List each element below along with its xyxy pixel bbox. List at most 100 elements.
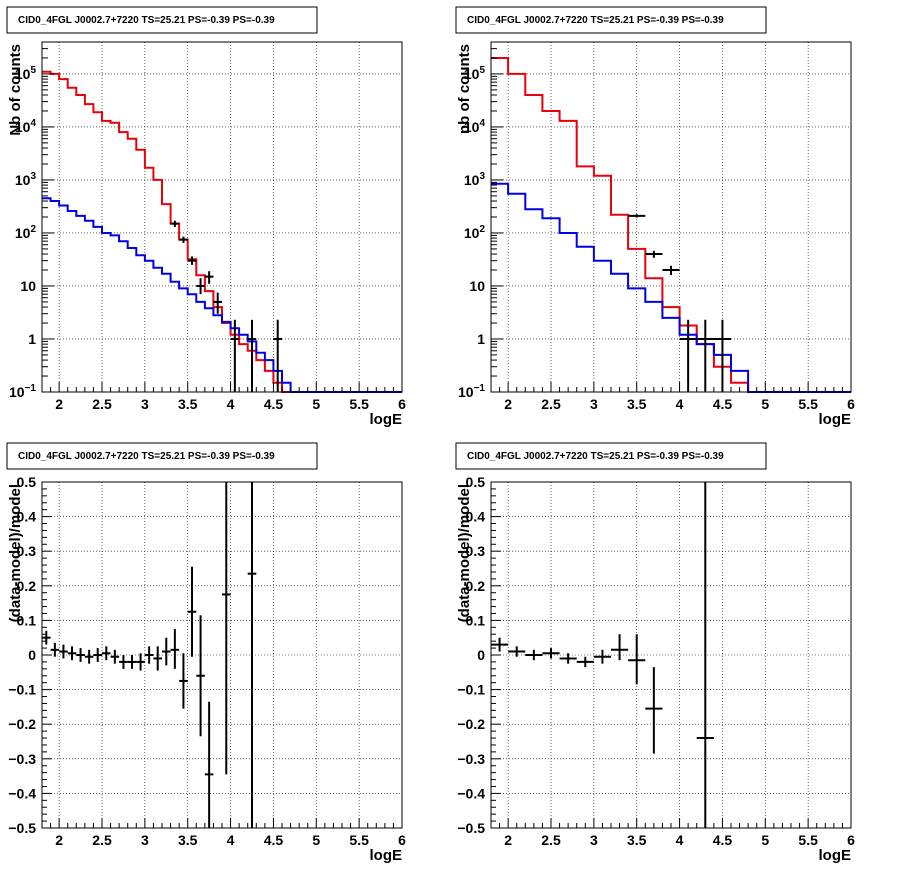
chart-panel-1: CID0_4FGL J0002.7+7220 TS=25.21 PS=-0.39… (6, 6, 406, 428)
plot-frame (490, 41, 852, 393)
series-2-step-line (491, 182, 851, 393)
y-tick-label: −0.3 (457, 751, 485, 767)
y-axis-label: nb of counts (456, 44, 473, 134)
data-point (559, 653, 577, 664)
y-axis: −0.5 −0.4 −0.3 −0.2 −0.1 0 0.1 0.2 0.3 0.4 0.5(dat… (456, 474, 501, 836)
chart-title-box (455, 442, 767, 470)
x-tick-label: 5.5 (349, 832, 369, 848)
data-point (247, 319, 257, 392)
y-tick-label: 102 (464, 224, 486, 241)
data-point (645, 250, 663, 258)
y-axis-label: (data-model)/model (7, 484, 24, 622)
y-tick-label: 103 (464, 171, 486, 188)
y-tick-label: 0.2 (466, 578, 486, 594)
x-tick-label: 3.5 (178, 832, 198, 848)
x-tick-label: 4.5 (713, 396, 733, 412)
x-tick-label: 6 (847, 832, 855, 848)
y-axis-label: (data-model)/model (456, 484, 473, 622)
y-tick-label: 1 (28, 331, 36, 347)
x-tick-label: 6 (847, 396, 855, 412)
x-tick-label: 3 (141, 832, 149, 848)
data-point (204, 271, 214, 284)
x-tick-label: 2 (55, 832, 63, 848)
y-tick-label: −0.5 (457, 820, 485, 836)
y-tick-label: −0.1 (8, 682, 36, 698)
x-tick-label: 4.5 (264, 396, 284, 412)
x-tick-label: 4.5 (264, 832, 284, 848)
y-tick-label: 104 (15, 118, 37, 135)
data-point (247, 482, 257, 828)
chart-title: CID0_4FGL J0002.7+7220 TS=25.21 PS=-0.39… (18, 451, 275, 462)
y-axis-label: Nb of counts (7, 44, 24, 136)
grid-lines (42, 42, 402, 392)
y-tick-label: 104 (464, 118, 486, 135)
series-1-points (42, 482, 257, 828)
series-3-points (170, 220, 282, 392)
series-2-step-line (42, 197, 402, 393)
y-tick-label: 0.3 (466, 543, 486, 559)
y-tick-label: 0.5 (17, 474, 37, 490)
data-point (162, 637, 171, 666)
y-tick-label: −0.4 (457, 785, 485, 801)
x-tick-label: 4 (676, 832, 684, 848)
series-1-points (491, 482, 714, 828)
x-tick-label: 2.5 (541, 832, 561, 848)
y-tick-label: 0 (28, 647, 36, 663)
data-point (713, 319, 731, 392)
data-point (196, 278, 205, 295)
y-tick-label: −0.1 (457, 682, 485, 698)
y-tick-label: 105 (15, 65, 37, 82)
data-point (67, 646, 77, 661)
x-tick-label: 3 (590, 396, 598, 412)
x-tick-label: 5 (761, 832, 769, 848)
data-point (153, 646, 162, 671)
x-tick-label: 2.5 (92, 832, 112, 848)
data-point (179, 236, 188, 243)
x-tick-label: 3 (141, 396, 149, 412)
x-tick-label: 2.5 (92, 396, 112, 412)
grid-lines (491, 42, 851, 392)
data-point (696, 319, 714, 392)
chart-title: CID0_4FGL J0002.7+7220 TS=25.21 PS=-0.39… (18, 15, 275, 26)
data-point (593, 649, 611, 664)
data-point (50, 642, 60, 657)
data-point (93, 648, 102, 662)
data-point (525, 649, 543, 661)
x-tick-label: 2 (504, 832, 512, 848)
data-point (102, 646, 111, 661)
y-tick-label: −0.5 (8, 820, 36, 836)
data-point (628, 214, 646, 218)
x-tick-label: 2 (55, 396, 63, 412)
data-point (127, 655, 137, 669)
x-tick-label: 3.5 (178, 396, 198, 412)
data-point (76, 648, 85, 662)
y-tick-label: −0.2 (457, 716, 485, 732)
y-tick-label: 105 (464, 65, 486, 82)
y-tick-label: 0.1 (17, 612, 37, 628)
y-tick-label: 0.4 (466, 509, 486, 525)
data-point (179, 653, 188, 709)
x-tick-label: 3.5 (627, 832, 647, 848)
chart-title-box (6, 6, 318, 34)
chart-panel-4: CID0_4FGL J0002.7+7220 TS=25.21 PS=-0.39… (455, 442, 855, 864)
data-point (213, 292, 222, 314)
data-point (170, 629, 180, 669)
data-point (662, 265, 680, 276)
data-point (59, 644, 68, 659)
chart-title-box (455, 6, 767, 34)
x-axis-label: logE (370, 411, 403, 428)
data-point (611, 634, 629, 661)
y-tick-label: 103 (15, 171, 37, 188)
data-point (196, 615, 205, 737)
x-tick-label: 3.5 (627, 396, 647, 412)
y-tick-label: 10−1 (9, 383, 36, 400)
x-tick-label: 5 (761, 396, 769, 412)
data-point (645, 667, 663, 754)
data-point (508, 646, 526, 657)
x-tick-label: 4 (227, 396, 235, 412)
chart-panel-2: CID0_4FGL J0002.7+7220 TS=25.21 PS=-0.39… (455, 6, 855, 428)
